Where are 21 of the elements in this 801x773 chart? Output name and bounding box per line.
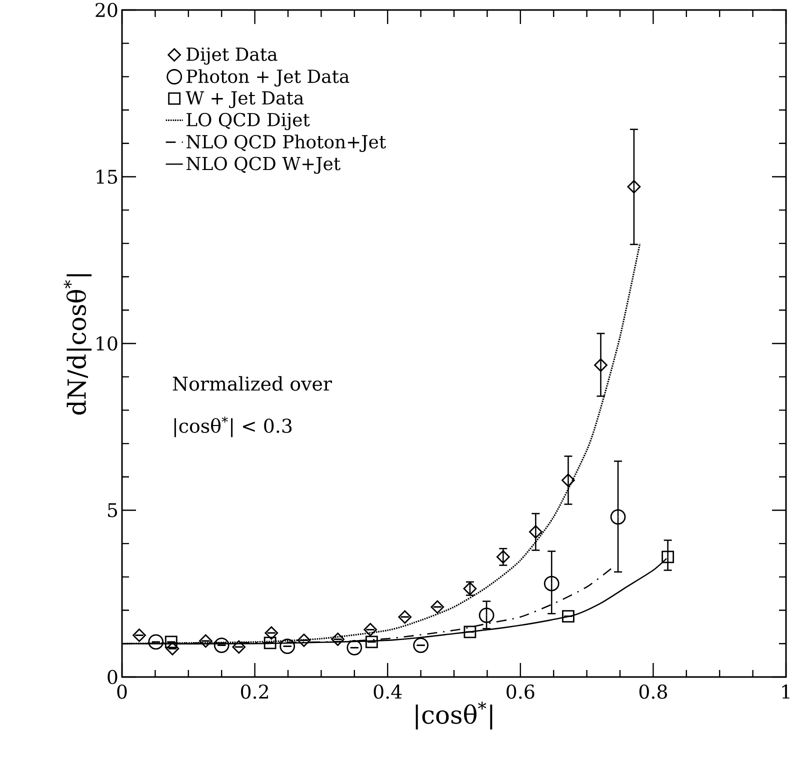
- x-tick-label: 0.6: [506, 684, 534, 699]
- y-tick-label: 20: [96, 2, 118, 18]
- legend-label: W + Jet Data: [186, 91, 304, 108]
- annotation: |cosθ$^{*}$| < 0.3: [174, 416, 292, 438]
- y-axis-title: dN/d|cosθ$^{*}$|: [64, 274, 92, 415]
- legend-label: Dijet Data: [186, 48, 278, 65]
- legend-label: LO QCD Dijet: [186, 112, 310, 130]
- y-tick-label: 15: [96, 170, 118, 184]
- legend-label: NLO QCD W+Jet: [186, 156, 340, 174]
- legend-label: NLO QCD Photon+Jet: [186, 134, 386, 152]
- y-tick-label: 5: [108, 503, 118, 518]
- x-tick-label: 0.8: [639, 684, 667, 699]
- x-tick-label: 0: [117, 684, 127, 699]
- x-axis-title: |cosθ$^{*}$|: [416, 702, 492, 730]
- x-tick-label: 0.4: [374, 684, 402, 699]
- y-tick-label: 0: [108, 670, 118, 684]
- legend-label: Photon + Jet Data: [186, 69, 350, 87]
- x-tick-label: 0.2: [241, 684, 268, 699]
- y-tick-label: 10: [96, 336, 118, 351]
- x-tick-label: 1: [782, 684, 790, 699]
- annotation: Normalized over: [172, 376, 332, 391]
